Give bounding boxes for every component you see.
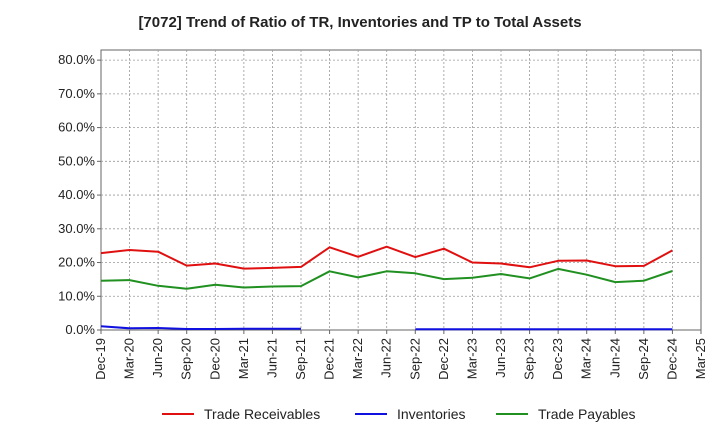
x-tick-label: Sep-20	[179, 338, 194, 380]
series-line-2	[100, 267, 673, 290]
x-tick-label: Mar-20	[122, 338, 137, 379]
x-tick-label: Mar-25	[693, 338, 708, 379]
x-tick-label: Dec-24	[664, 338, 679, 380]
x-tick-label: Jun-23	[493, 338, 508, 378]
legend-label: Trade Payables	[538, 406, 636, 422]
legend-label: Trade Receivables	[204, 406, 320, 422]
legend: Trade Receivables Inventories Trade Payabl…	[162, 406, 636, 422]
y-tick-label: 20.0%	[58, 255, 95, 270]
y-tick-label: 10.0%	[58, 288, 95, 303]
x-tick-label: Sep-22	[407, 338, 422, 380]
y-tick-label: 30.0%	[58, 221, 95, 236]
x-tick-label: Sep-24	[636, 338, 651, 380]
x-tick-label: Jun-22	[379, 338, 394, 378]
y-tick-label: 50.0%	[58, 153, 95, 168]
x-tick-label: Jun-20	[150, 338, 165, 378]
y-tick-label: 70.0%	[58, 86, 95, 101]
x-axis-ticks: Dec-19 Mar-20 Jun-20 Sep-20 Dec-20 Mar-21 Jun-…	[93, 330, 708, 380]
x-tick-label: Jun-21	[264, 338, 279, 378]
x-tick-label: Dec-19	[93, 338, 108, 380]
y-tick-label: 0.0%	[65, 322, 95, 337]
x-tick-label: Jun-24	[607, 338, 622, 378]
x-tick-label: Sep-23	[522, 338, 537, 380]
y-tick-label: 40.0%	[58, 187, 95, 202]
x-tick-label: Dec-20	[207, 338, 222, 380]
x-tick-label: Mar-24	[579, 338, 594, 379]
chart-title: [7072] Trend of Ratio of TR, Inventories…	[138, 14, 582, 31]
x-tick-label: Sep-21	[293, 338, 308, 380]
x-tick-label: Mar-21	[236, 338, 251, 379]
x-tick-label: Mar-23	[464, 338, 479, 379]
x-tick-label: Mar-22	[350, 338, 365, 379]
series-line-0	[100, 245, 673, 270]
x-tick-label: Dec-23	[550, 338, 565, 380]
x-tick-label: Dec-22	[436, 338, 451, 380]
y-axis-ticks: 0.0% 10.0% 20.0% 30.0% 40.0% 50.0% 60.0% 70.0% 8…	[58, 52, 101, 337]
series-lines	[100, 245, 673, 331]
plot-area	[100, 49, 702, 331]
y-tick-label: 80.0%	[58, 52, 95, 67]
x-tick-label: Dec-21	[322, 338, 337, 380]
legend-label: Inventories	[397, 406, 465, 422]
grid	[101, 50, 701, 330]
y-tick-label: 60.0%	[58, 120, 95, 135]
series-line-1	[100, 325, 301, 330]
